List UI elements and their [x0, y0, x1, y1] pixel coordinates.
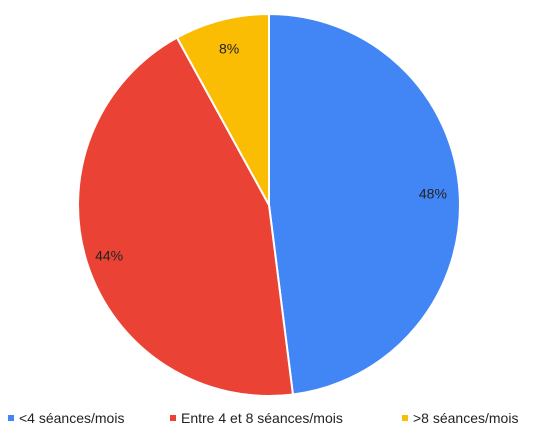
legend-swatch-between-4-and-8	[170, 415, 176, 421]
pie-data-labels: 48% 44% 8%	[95, 40, 447, 263]
legend-swatch-more-than-8	[402, 415, 408, 421]
pie-slice-between-4-and-8[interactable]	[77, 36, 294, 397]
legend-item-between-4-and-8[interactable]: Entre 4 et 8 séances/mois	[170, 410, 343, 426]
pie-slices	[77, 13, 461, 397]
data-label-between-4-and-8: 44%	[95, 248, 123, 264]
legend-label-less-than-4: <4 séances/mois	[19, 410, 125, 426]
chart-legend: <4 séances/mois Entre 4 et 8 séances/moi…	[0, 410, 538, 432]
legend-label-between-4-and-8: Entre 4 et 8 séances/mois	[181, 410, 343, 426]
data-label-more-than-8: 8%	[219, 40, 239, 56]
data-label-less-than-4: 48%	[419, 185, 447, 201]
legend-item-more-than-8[interactable]: >8 séances/mois	[402, 410, 518, 426]
pie-slice-more-than-8[interactable]	[175, 13, 270, 206]
pie-chart-svg: 48% 44% 8%	[77, 13, 461, 397]
legend-swatch-less-than-4	[8, 415, 14, 421]
legend-item-less-than-4[interactable]: <4 séances/mois	[8, 410, 124, 426]
legend-label-more-than-8: >8 séances/mois	[413, 410, 519, 426]
pie-slice-less-than-4[interactable]	[268, 13, 461, 396]
